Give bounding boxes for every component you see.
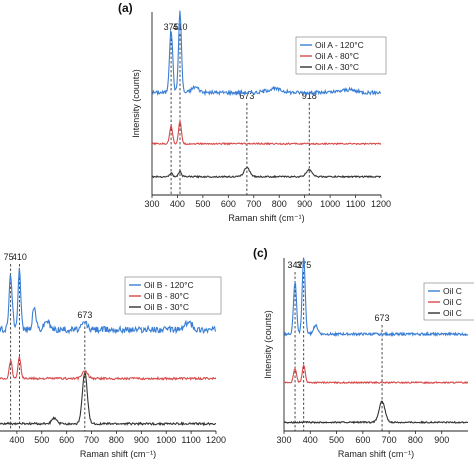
- peak-label: 75: [4, 252, 14, 262]
- x-tick-label: 300: [276, 435, 291, 445]
- series-line: [152, 10, 381, 97]
- y-axis-label: Intensity (counts): [131, 69, 141, 138]
- x-tick-label: 600: [59, 435, 74, 445]
- series-line: [284, 257, 468, 338]
- peak-label: 375: [296, 260, 311, 270]
- panel-a: 300 400 500 600 700 800 900 1000 1100 1200 Raman s…: [118, 1, 391, 223]
- x-tick-label: 300: [144, 199, 159, 209]
- legend-entry: Oil C: [443, 297, 462, 307]
- series-group: [152, 10, 381, 179]
- legend-entry: Oil B - 80°C: [144, 291, 189, 301]
- x-tick-label: 700: [382, 435, 397, 445]
- x-tick-label: 400: [303, 435, 318, 445]
- series-line: [284, 364, 468, 385]
- x-tick-label: 500: [34, 435, 49, 445]
- x-tick-label: 1200: [206, 435, 226, 445]
- x-tick-label: 500: [329, 435, 344, 445]
- x-axis-label: Raman shift (cm⁻¹): [228, 213, 304, 223]
- x-tick-label: 1000: [156, 435, 176, 445]
- x-tick-label: 400: [170, 199, 185, 209]
- series-line: [152, 166, 381, 179]
- legend-entry: Oil B - 120°C: [144, 280, 194, 290]
- x-tick-label: 400: [9, 435, 24, 445]
- legend-entry: Oil C: [443, 308, 462, 318]
- x-tick-label: 600: [221, 199, 236, 209]
- x-tick-label: 700: [84, 435, 99, 445]
- legend-entry: Oil C: [443, 286, 462, 296]
- x-tick-label: 900: [297, 199, 312, 209]
- series-line: [284, 400, 468, 425]
- x-axis-label: Raman shift (cm⁻¹): [80, 449, 156, 459]
- panel-b: 400 500 600 700 800 900 1000 1100 1200 Raman shif…: [0, 252, 226, 459]
- series-line: [0, 267, 216, 335]
- peak-label: 375: [164, 22, 179, 32]
- peak-label: 673: [239, 91, 254, 101]
- x-tick-label: 1200: [371, 199, 391, 209]
- series-group: [284, 257, 468, 425]
- x-tick-label: 700: [246, 199, 261, 209]
- y-axis-label: Intensity (counts): [263, 310, 273, 379]
- legend-entry: Oil A - 120°C: [315, 40, 364, 50]
- peak-label: 918: [302, 91, 317, 101]
- peak-label: 673: [375, 313, 390, 323]
- series-line: [0, 356, 216, 381]
- x-tick-label: 900: [134, 435, 149, 445]
- panel-letter: (c): [253, 246, 268, 260]
- panel-letter: (a): [118, 1, 133, 15]
- x-tick-label: 800: [272, 199, 287, 209]
- x-tick-label: 800: [408, 435, 423, 445]
- x-tick-label: 1000: [320, 199, 340, 209]
- legend-entry: Oil A - 80°C: [315, 51, 359, 61]
- series-line: [152, 119, 381, 146]
- x-tick-label: 800: [109, 435, 124, 445]
- legend-entry: Oil A - 30°C: [315, 62, 359, 72]
- peak-label: 342: [288, 260, 303, 270]
- panel-c: 300 400 500 600 700 800 900 Raman shift (cm⁻¹) I…: [253, 246, 474, 459]
- peak-label: 673: [77, 310, 92, 320]
- peak-label: 410: [12, 252, 27, 262]
- series-line: [0, 371, 216, 427]
- peak-label: 410: [172, 22, 187, 32]
- legend-entry: Oil B - 30°C: [144, 302, 189, 312]
- x-tick-label: 500: [195, 199, 210, 209]
- x-tick-label: 900: [434, 435, 449, 445]
- x-axis-label: Raman shift (cm⁻¹): [338, 449, 414, 459]
- x-tick-label: 600: [355, 435, 370, 445]
- x-tick-label: 1100: [346, 199, 365, 209]
- series-group: [0, 267, 216, 427]
- x-tick-label: 1100: [181, 435, 200, 445]
